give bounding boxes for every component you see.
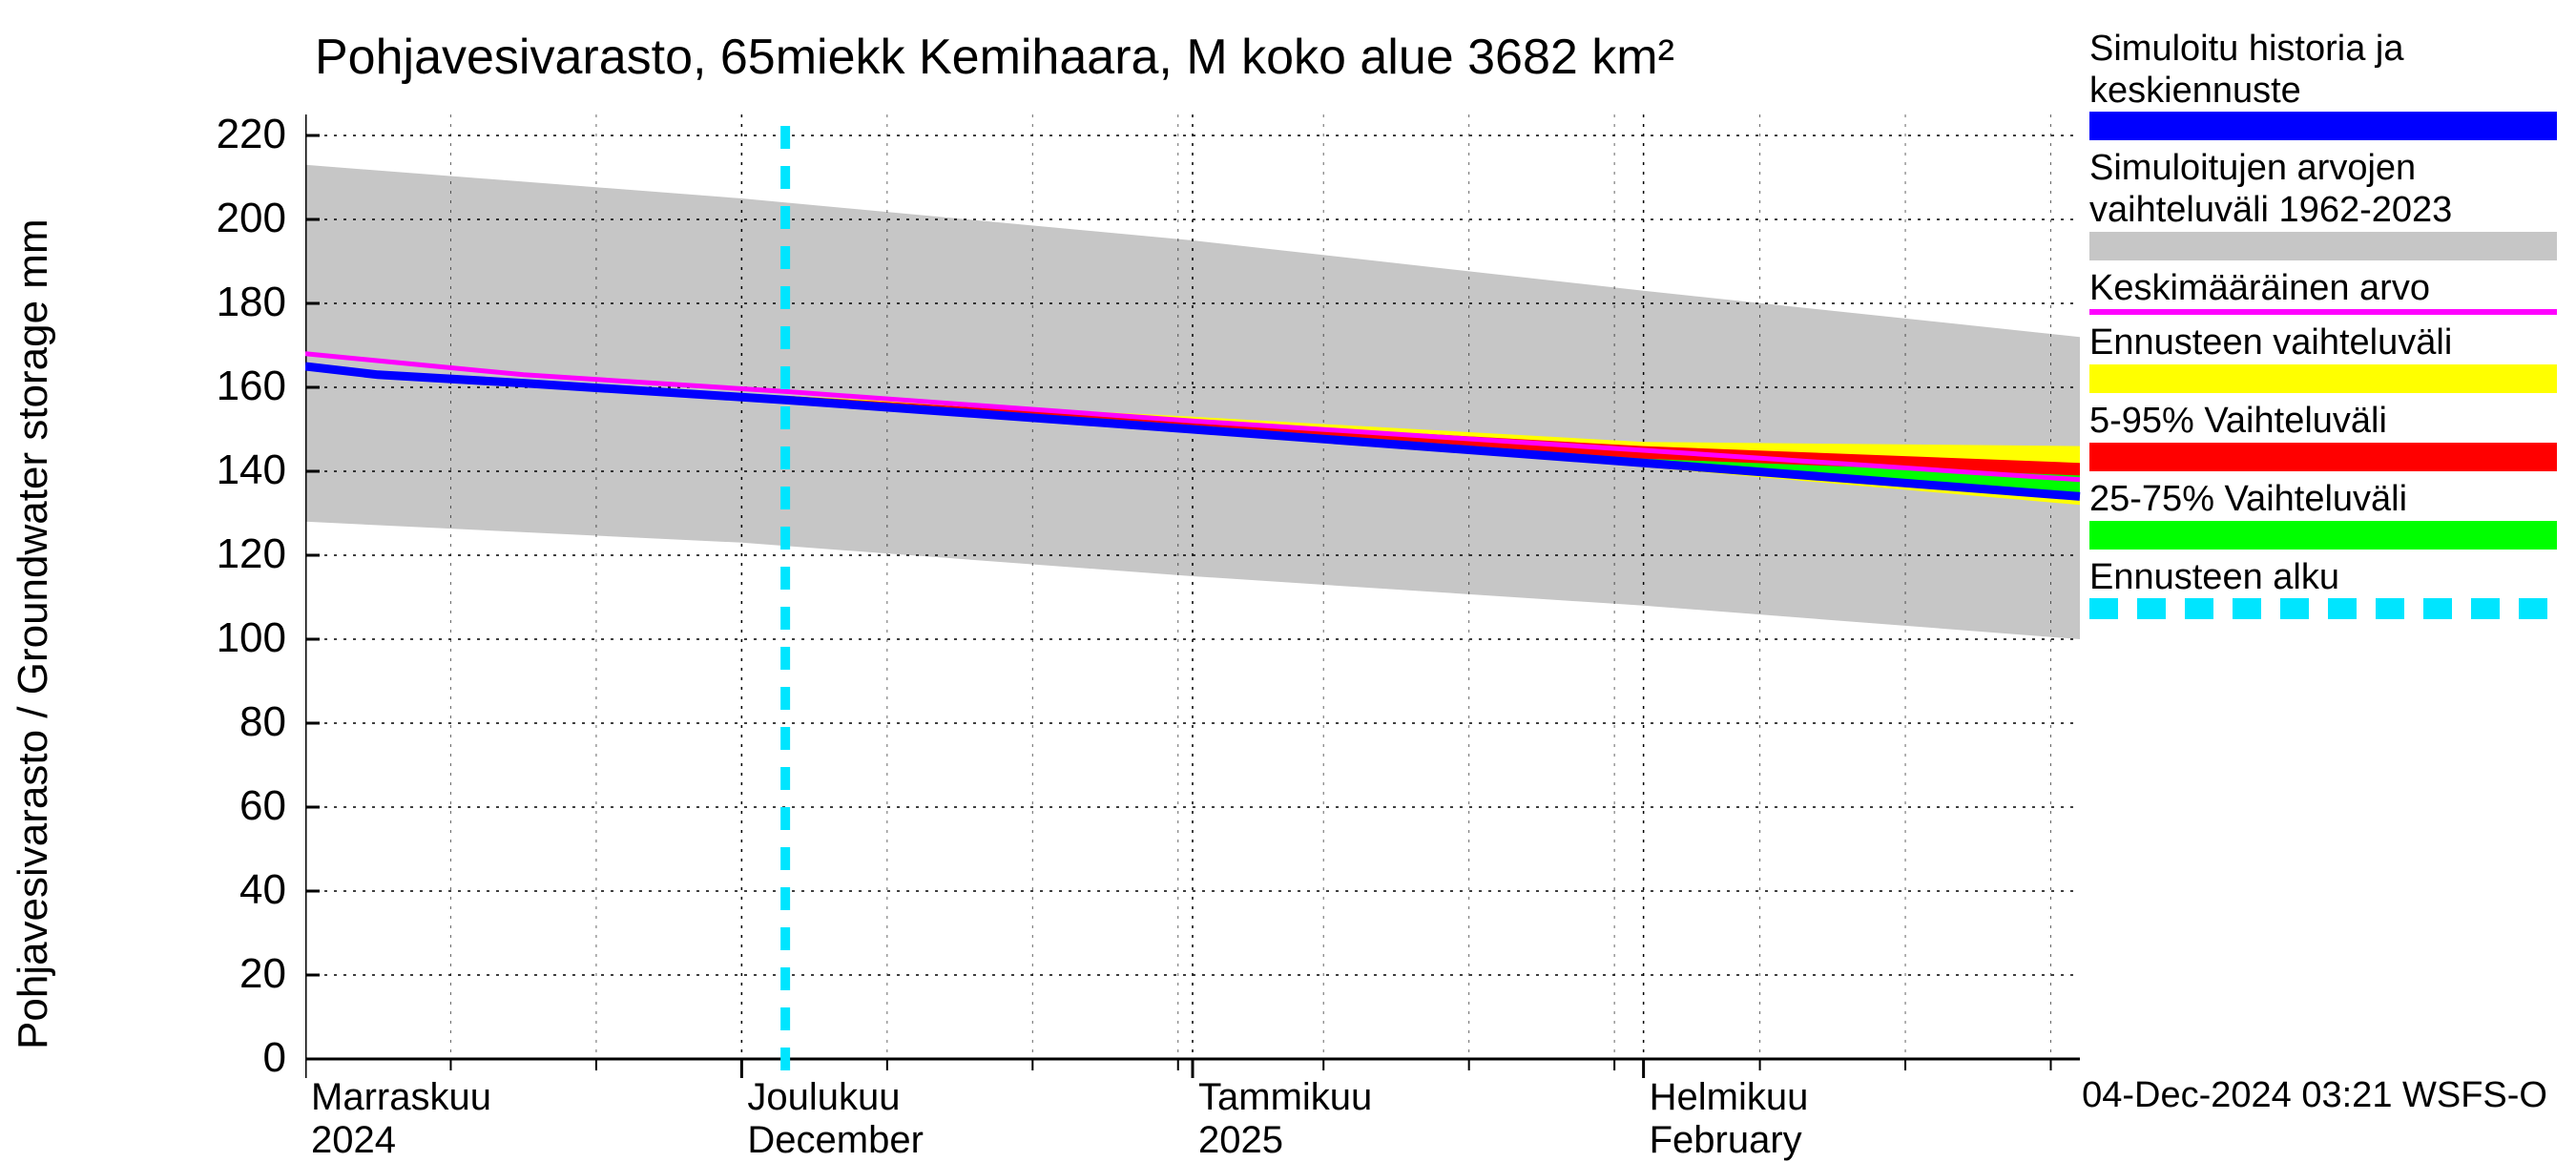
y-tick-label: 80 [191,698,286,746]
x-tick-label-line2: February [1650,1119,1809,1162]
x-tick-label-line2: December [747,1119,924,1162]
legend-text-line1: Simuloitu historia ja [2089,29,2557,71]
x-tick-label-line2: 2025 [1198,1119,1372,1162]
legend-text-line1: Ennusteen vaihteluväli [2089,322,2557,364]
x-tick-label-line1: Tammikuu [1198,1076,1372,1119]
legend-swatch [2089,443,2557,471]
y-tick-label: 20 [191,950,286,998]
legend-text-line2: vaihteluväli 1962-2023 [2089,190,2557,232]
legend-swatch [2089,112,2557,140]
legend-entry: Keskimääräinen arvo [2089,268,2557,316]
legend-text-line1: Ennusteen alku [2089,557,2557,599]
y-tick-label: 160 [191,363,286,410]
legend-swatch [2089,232,2557,260]
x-tick-label: Marraskuu2024 [311,1076,491,1162]
y-tick-label: 200 [191,195,286,242]
chart-title-text: Pohjavesivarasto, 65miekk Kemihaara, M k… [315,30,1674,85]
x-tick-label: JoulukuuDecember [747,1076,924,1162]
plot-area [305,114,2099,1088]
legend-text-line1: Keskimääräinen arvo [2089,268,2557,310]
y-tick-label: 180 [191,279,286,326]
y-axis-label-text: Pohjavesivarasto / Groundwater storage m… [10,218,56,1049]
footer-text: 04-Dec-2024 03:21 WSFS-O [2082,1075,2547,1115]
x-tick-label: HelmikuuFebruary [1650,1076,1809,1162]
legend-swatch [2089,521,2557,550]
legend-entry: Simuloitujen arvojenvaihteluväli 1962-20… [2089,148,2557,259]
x-tick-label-line1: Marraskuu [311,1076,491,1119]
chart-title: Pohjavesivarasto, 65miekk Kemihaara, M k… [315,29,1674,86]
footer-timestamp: 04-Dec-2024 03:21 WSFS-O [2082,1075,2547,1116]
legend-entry: 5-95% Vaihteluväli [2089,401,2557,471]
legend-entry: Simuloitu historia jakeskiennuste [2089,29,2557,140]
legend-entry: 25-75% Vaihteluväli [2089,479,2557,550]
y-tick-label: 60 [191,782,286,830]
legend-text-line1: Simuloitujen arvojen [2089,148,2557,190]
legend-swatch [2089,309,2557,315]
legend-text-line1: 25-75% Vaihteluväli [2089,479,2557,521]
y-tick-label: 220 [191,111,286,158]
y-axis-label: Pohjavesivarasto / Groundwater storage m… [10,218,57,1049]
y-tick-label: 40 [191,866,286,914]
y-tick-label: 120 [191,530,286,578]
chart-container: Pohjavesivarasto / Groundwater storage m… [0,0,2576,1145]
x-tick-label-line1: Joulukuu [747,1076,924,1119]
legend-swatch [2089,364,2557,393]
x-tick-label-line2: 2024 [311,1119,491,1162]
legend-swatch [2089,598,2557,619]
x-tick-label: Tammikuu2025 [1198,1076,1372,1162]
legend-text-line2: keskiennuste [2089,71,2557,113]
y-tick-label: 100 [191,614,286,662]
x-tick-label-line1: Helmikuu [1650,1076,1809,1119]
legend-entry: Ennusteen alku [2089,557,2557,620]
legend-text-line1: 5-95% Vaihteluväli [2089,401,2557,443]
legend-entry: Ennusteen vaihteluväli [2089,322,2557,393]
legend: Simuloitu historia jakeskiennusteSimuloi… [2089,29,2557,627]
y-tick-label: 140 [191,446,286,494]
y-tick-label: 0 [191,1034,286,1082]
